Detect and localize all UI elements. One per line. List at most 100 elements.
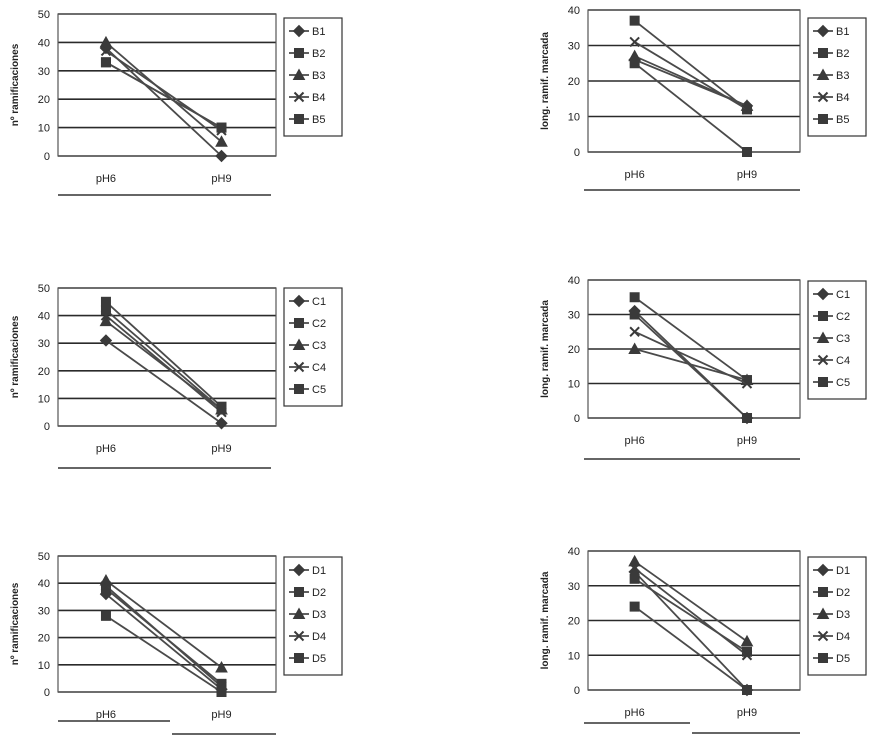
legend-label-D1: D1 [312,565,326,577]
data-point-D5-pH9 [216,687,227,697]
legend-marker-D5 [294,653,304,663]
x-tick-label: pH9 [211,443,231,455]
y-tick-label: 10 [38,660,50,672]
legend-marker-C5 [818,377,828,387]
series-line-C4 [634,330,748,385]
y-tick-label: 30 [568,41,580,53]
legend-marker-C1 [292,294,306,308]
series-line-B1 [105,47,223,157]
legend-marker-B4 [293,91,305,103]
y-tick-label: 20 [568,344,580,356]
y-tick-label: 30 [38,605,50,617]
legend-label-D2: D2 [836,587,850,599]
chart-panel-5: 0 10 20 30 40 50 pH6 pH9 nº ramificaciones D1 D2 D3… [10,551,343,735]
y-tick-label: 30 [38,66,50,78]
chart-panel-4: 0 10 20 30 40 pH6 pH9 long. ramif. marcada C1 C2 C… [540,275,867,460]
legend-box [807,280,867,400]
data-point-D3-pH6 [628,554,641,567]
legend-label-B2: B2 [836,48,849,60]
data-point-C2-pH6 [100,296,111,307]
legend-marker-B3 [816,68,830,80]
series-line-B2 [634,19,748,111]
y-tick-label: 10 [38,123,50,135]
y-tick-label: 40 [38,578,50,590]
plot-frame [57,287,277,427]
data-point-B5-pH9 [742,147,752,157]
legend-marker-D4 [817,630,829,642]
series-line-C5 [105,309,223,411]
legend-label-C4: C4 [312,362,326,374]
series-line-C3 [105,320,223,411]
legend-label-B3: B3 [312,70,325,82]
series-line-C1 [105,339,223,424]
legend-label-B4: B4 [312,92,325,104]
data-point-C5-pH9 [216,404,227,415]
y-tick-label: 0 [574,147,580,159]
data-point-B1-pH9 [215,149,228,163]
x-tick-label: pH6 [96,709,116,721]
legend-marker-C1 [816,287,830,301]
y-tick-label: 40 [38,311,50,323]
data-point-C5-pH9 [742,413,752,423]
legend-box [283,17,343,137]
legend-marker-D1 [292,563,306,577]
legend-marker-B2 [294,48,304,58]
legend-marker-C2 [294,318,304,328]
data-point-D2-pH6 [629,573,640,584]
series-line-D1 [105,593,223,690]
y-tick-label: 30 [568,310,580,322]
series-line-C4 [105,314,223,413]
y-tick-label: 20 [568,616,580,628]
y-tick-label: 30 [568,581,580,593]
series-line-C5 [634,313,748,419]
legend-box [283,287,343,407]
data-point-C1-pH6 [99,334,113,347]
data-point-D5-pH9 [742,685,752,695]
x-tick-label: pH9 [737,435,757,447]
data-point-D3-pH9 [215,660,228,673]
y-axis-label: nº ramificaciones [10,43,21,126]
y-tick-label: 10 [38,393,50,405]
x-tick-label: pH9 [737,707,757,719]
legend-label-D1: D1 [836,565,850,577]
chart-panel-6: 0 10 20 30 40 pH6 pH9 long. ramif. marcada D1 D2 D… [540,546,867,734]
y-tick-label: 30 [38,338,50,350]
data-point-D5-pH6 [100,610,111,621]
data-point-D4-pH6 [100,580,112,592]
x-tick-label: pH6 [625,707,645,719]
legend-marker-C2 [818,311,828,321]
legend-label-D3: D3 [836,609,850,621]
legend-label-D2: D2 [312,587,326,599]
data-point-B3-pH6 [99,35,113,48]
legend-label-B5: B5 [312,114,325,126]
legend-marker-B1 [816,24,830,38]
legend-marker-D3 [292,607,306,619]
x-tick-label: pH9 [737,169,757,181]
legend-label-C1: C1 [836,289,850,301]
data-point-B5-pH9 [216,122,227,133]
series-line-B5 [634,62,748,153]
y-axis-label: long. ramif. marcada [540,32,551,130]
legend-label-D5: D5 [312,653,326,665]
chart-panel-3: 0 10 20 30 40 50 pH6 pH9 nº ramificaciones C1 C2 C3… [10,283,343,469]
chart-panel-1: 0 10 20 30 40 50 pH6 pH9 nº ramificaciones B1 B2 B3… [10,9,343,196]
data-point-B5-pH6 [100,57,111,68]
data-point-B4-pH6 [629,36,640,48]
y-tick-label: 50 [38,9,50,21]
legend-marker-D3 [816,607,830,619]
plot-frame [57,555,277,693]
data-point-C3-pH6 [628,342,641,354]
plot-frame [587,550,801,691]
y-tick-label: 40 [38,37,50,49]
y-axis-label: nº ramificaciones [10,315,21,398]
y-tick-label: 50 [38,551,50,563]
data-point-C5-pH6 [100,305,111,316]
legend-marker-B1 [292,24,306,38]
y-axis-label: nº ramificaciones [10,582,21,665]
legend-marker-C3 [816,331,830,343]
y-tick-label: 10 [568,379,580,391]
series-line-C2 [634,296,748,381]
legend-box [807,17,867,137]
series-line-D3 [105,579,223,669]
